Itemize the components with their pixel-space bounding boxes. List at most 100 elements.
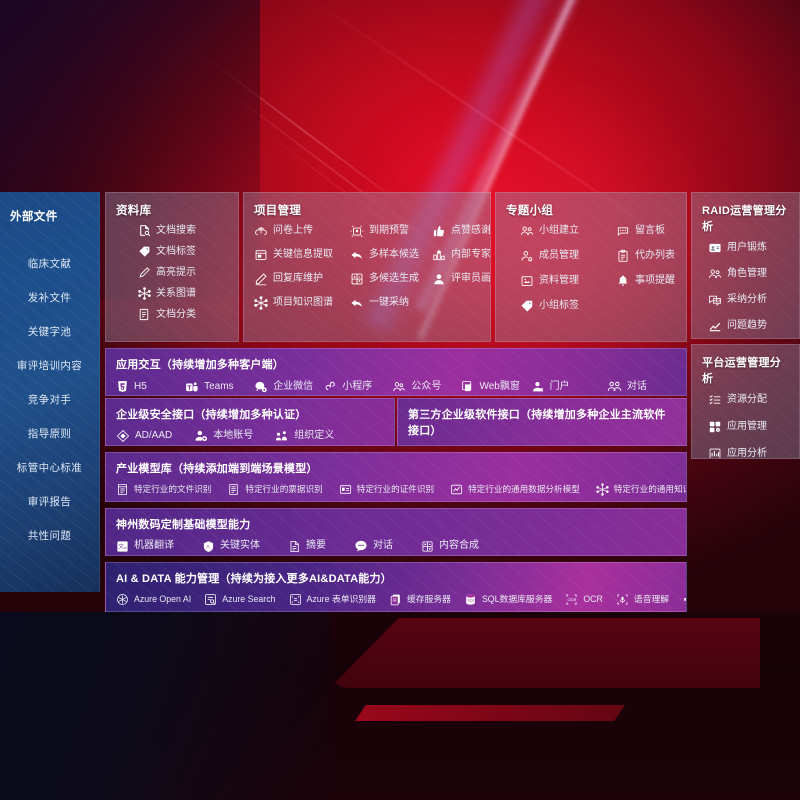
project-item-questionnaire-upload[interactable]: 问卷上传 <box>254 224 350 238</box>
team-item-message-board[interactable]: 留言板 <box>616 224 676 238</box>
dcits-item-key-entity[interactable]: A 关键实体 <box>202 540 260 553</box>
raid-item-adoption-analysis[interactable]: QA 采纳分析 <box>708 293 789 307</box>
interaction-item-official-account[interactable]: 公众号 <box>392 380 461 394</box>
library-item-document-tag[interactable]: 文档标签 <box>138 245 228 258</box>
library-item-highlight[interactable]: 高亮提示 <box>138 266 228 279</box>
sidebar-item-keyword-pool[interactable]: 关键字池 <box>27 325 72 338</box>
model-item-file-recognition[interactable]: 特定行业的文件识别 <box>116 483 211 496</box>
tts-icon <box>682 593 686 606</box>
platform-item-app-analysis[interactable]: 应用分析 <box>708 447 789 458</box>
raid-item-role-management[interactable]: 角色管理 <box>708 267 789 281</box>
project-item-expiry-alert[interactable]: 到期预警 <box>350 224 432 238</box>
project-item-reply-library[interactable]: 回复库维护 <box>254 272 350 286</box>
interaction-item-portal[interactable]: 门户 <box>531 380 607 394</box>
aidata-item-azure-openai[interactable]: Azure Open AI <box>116 593 191 606</box>
raid-item-issue-trend[interactable]: 问题趋势 <box>708 319 789 333</box>
interaction-item-miniprogram[interactable]: 小程序 <box>323 380 392 394</box>
organization-icon <box>275 429 289 443</box>
thirdparty-item-api-designer[interactable]: API自动化设计器 <box>422 445 517 446</box>
security-item-row: AD/AAD 本地账号 组织定义 <box>116 429 384 443</box>
security-item-organization[interactable]: 组织定义 <box>275 429 334 443</box>
team-item-create-group[interactable]: 小组建立 <box>520 224 616 238</box>
project-item-key-info-extract[interactable]: 关键信息提取 <box>254 248 350 262</box>
project-item-label: 问卷上传 <box>273 225 313 236</box>
data-analysis-icon <box>450 483 463 496</box>
aidata-item-tts[interactable]: TTS <box>682 593 686 606</box>
raid-item-label: 问题趋势 <box>727 320 767 331</box>
dcits-title: 神州数码定制基础模型能力 <box>116 519 251 531</box>
dcits-item-machine-translation[interactable]: 文 机器翻译 <box>116 540 174 553</box>
project-item-multi-candidate-gen[interactable]: 多候选生成 <box>350 272 432 286</box>
invoice-recognition-icon <box>227 483 240 496</box>
model-item-invoice-recognition[interactable]: 特定行业的票据识别 <box>227 483 323 496</box>
arrow-back-icon <box>350 296 364 310</box>
platform-item-resource-allocation[interactable]: 资源分配 <box>708 393 789 407</box>
thirdparty-item-row: API自动化设计器 <box>422 445 676 446</box>
ai-data-capability-bar: AI & DATA 能力管理（持续为接入更多AI&DATA能力） Azure O… <box>105 562 687 612</box>
security-item-ad-aad[interactable]: AD/AAD <box>116 429 172 443</box>
model-item-label: 特定行业的通用知识图谱模型 <box>613 484 686 495</box>
library-item-document-search[interactable]: 文档搜索 <box>138 224 228 237</box>
project-item-label: 内部专家排名 <box>451 249 491 260</box>
project-item-multi-sample[interactable]: 多样本候选 <box>350 248 432 262</box>
raid-item-user-training[interactable]: 用户锻炼 <box>708 241 789 255</box>
local-account-icon <box>194 429 208 443</box>
project-item-one-click-adopt[interactable]: 一键采纳 <box>350 296 432 310</box>
aidata-item-label: Azure Search <box>222 594 276 605</box>
library-item-label: 文档搜索 <box>156 224 196 236</box>
ranking-icon <box>432 248 446 262</box>
dcits-item-dialog[interactable]: 对话 <box>354 539 393 553</box>
project-item-knowledge-graph[interactable]: 项目知识图谱 <box>254 296 350 310</box>
aidata-item-sql-server[interactable]: SQL SQL数据库服务器 <box>464 593 552 606</box>
team-title: 专题小组 <box>506 205 554 217</box>
project-item-label: 到期预警 <box>369 225 409 236</box>
aidata-item-speech-understanding[interactable]: 语音理解 <box>616 593 669 606</box>
project-item-reviewer-profile[interactable]: 评审员画像 <box>432 272 490 286</box>
library-item-relation-graph[interactable]: 关系图谱 <box>138 287 228 300</box>
interaction-item-h5[interactable]: H5 <box>116 380 185 393</box>
interaction-item-wecom[interactable]: 企业微信 <box>254 380 323 394</box>
archive-box-icon <box>520 274 534 288</box>
dcits-item-label: 对话 <box>373 540 393 551</box>
dcits-item-summary[interactable]: 摘要 <box>288 540 326 553</box>
interaction-item-teams[interactable]: Teams <box>185 380 254 394</box>
sidebar-item-review-report[interactable]: 审评报告 <box>27 495 72 508</box>
team-item-label: 小组建立 <box>539 225 579 236</box>
sidebar-item-supplement-docs[interactable]: 发补文件 <box>27 291 72 304</box>
sidebar-item-clinical-literature[interactable]: 临床文献 <box>27 257 72 270</box>
team-item-todo-list[interactable]: 代办列表 <box>616 249 676 263</box>
project-item-thanks[interactable]: 点赞感谢 <box>432 224 490 238</box>
interaction-item-dialog[interactable]: 对话 <box>607 379 676 394</box>
model-item-knowledge-graph[interactable]: 特定行业的通用知识图谱模型 <box>596 483 686 496</box>
aidata-item-ocr[interactable]: OCR OCR <box>565 593 603 606</box>
interaction-item-web-popup[interactable]: Web飘窗 <box>461 380 530 393</box>
project-item-expert-ranking[interactable]: 内部专家排名 <box>432 248 491 262</box>
model-item-data-analysis[interactable]: 特定行业的通用数据分析模型 <box>450 483 580 496</box>
platform-item-app-management[interactable]: 应用管理 <box>708 420 789 434</box>
ocr-icon: OCR <box>565 593 578 606</box>
library-item-document-category[interactable]: 文档分类 <box>138 308 228 321</box>
sidebar-item-guidelines[interactable]: 指导原则 <box>27 427 72 440</box>
security-item-label: AD/AAD <box>135 430 173 441</box>
team-item-group-tag[interactable]: 小组标签 <box>520 299 616 313</box>
library-item-list: 文档搜索 文档标签 高亮提示 关系图谱 文档分类 <box>138 224 228 321</box>
team-item-reminder[interactable]: 事项提醒 <box>616 274 676 288</box>
aidata-item-cache-server[interactable]: 缓存服务器 <box>389 593 451 606</box>
sidebar-item-common-issues[interactable]: 共性问题 <box>27 529 72 542</box>
model-item-id-recognition[interactable]: 特定行业的证件识别 <box>339 483 434 496</box>
sidebar-item-standards-center[interactable]: 标管中心标准 <box>16 461 83 474</box>
team-item-member-management[interactable]: 成员管理 <box>520 249 616 263</box>
dcits-item-content-composition[interactable]: 内容合成 <box>421 540 479 553</box>
team-item-material-management[interactable]: 资料管理 <box>520 274 616 288</box>
alarm-icon <box>350 224 364 238</box>
model-item-label: 特定行业的文件识别 <box>134 484 212 495</box>
aidata-item-azure-search[interactable]: Azure Search <box>204 593 276 606</box>
interaction-item-label: H5 <box>134 380 147 392</box>
sidebar-item-training-content[interactable]: 审评培训内容 <box>16 359 83 372</box>
security-item-local-account[interactable]: 本地账号 <box>194 429 253 443</box>
sidebar-item-competitors[interactable]: 竞争对手 <box>27 393 72 406</box>
aidata-item-form-recognizer[interactable]: Azure 表单识别器 <box>289 593 376 606</box>
chat-bubble-icon <box>354 539 368 553</box>
sidebar-title: 外部文件 <box>10 211 58 223</box>
